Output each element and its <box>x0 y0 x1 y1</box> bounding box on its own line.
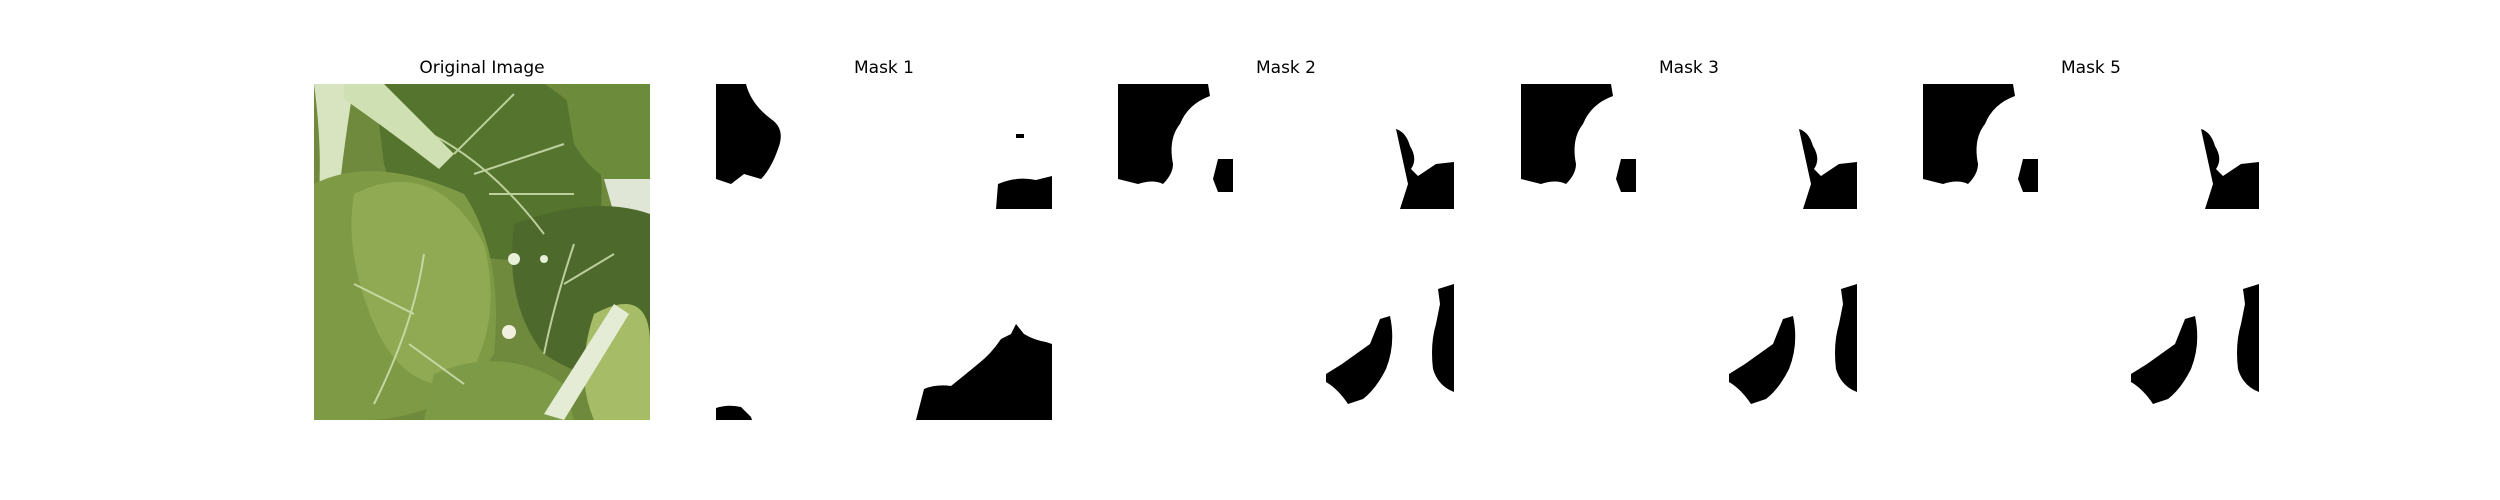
panel-title: Mask 2 <box>1255 58 1316 78</box>
original-image-panel: Original Image <box>314 0 650 500</box>
mask-2-panel: Mask 2 <box>1118 0 1454 500</box>
original-leaf-photo <box>314 84 650 420</box>
panel-title: Mask 3 <box>1658 58 1719 78</box>
panel-title: Mask 5 <box>2060 58 2121 78</box>
mask-5-panel: Mask 5 <box>1923 0 2259 500</box>
mask-1-panel: Mask 1 <box>716 0 1052 500</box>
mask-image <box>716 84 1052 420</box>
panel-title: Mask 1 <box>853 58 914 78</box>
mask-3-panel: Mask 3 <box>1521 0 1857 500</box>
mask-image <box>1118 84 1454 420</box>
mask-image <box>1521 84 1857 420</box>
mask-image <box>1923 84 2259 420</box>
panel-title: Original Image <box>419 58 545 78</box>
